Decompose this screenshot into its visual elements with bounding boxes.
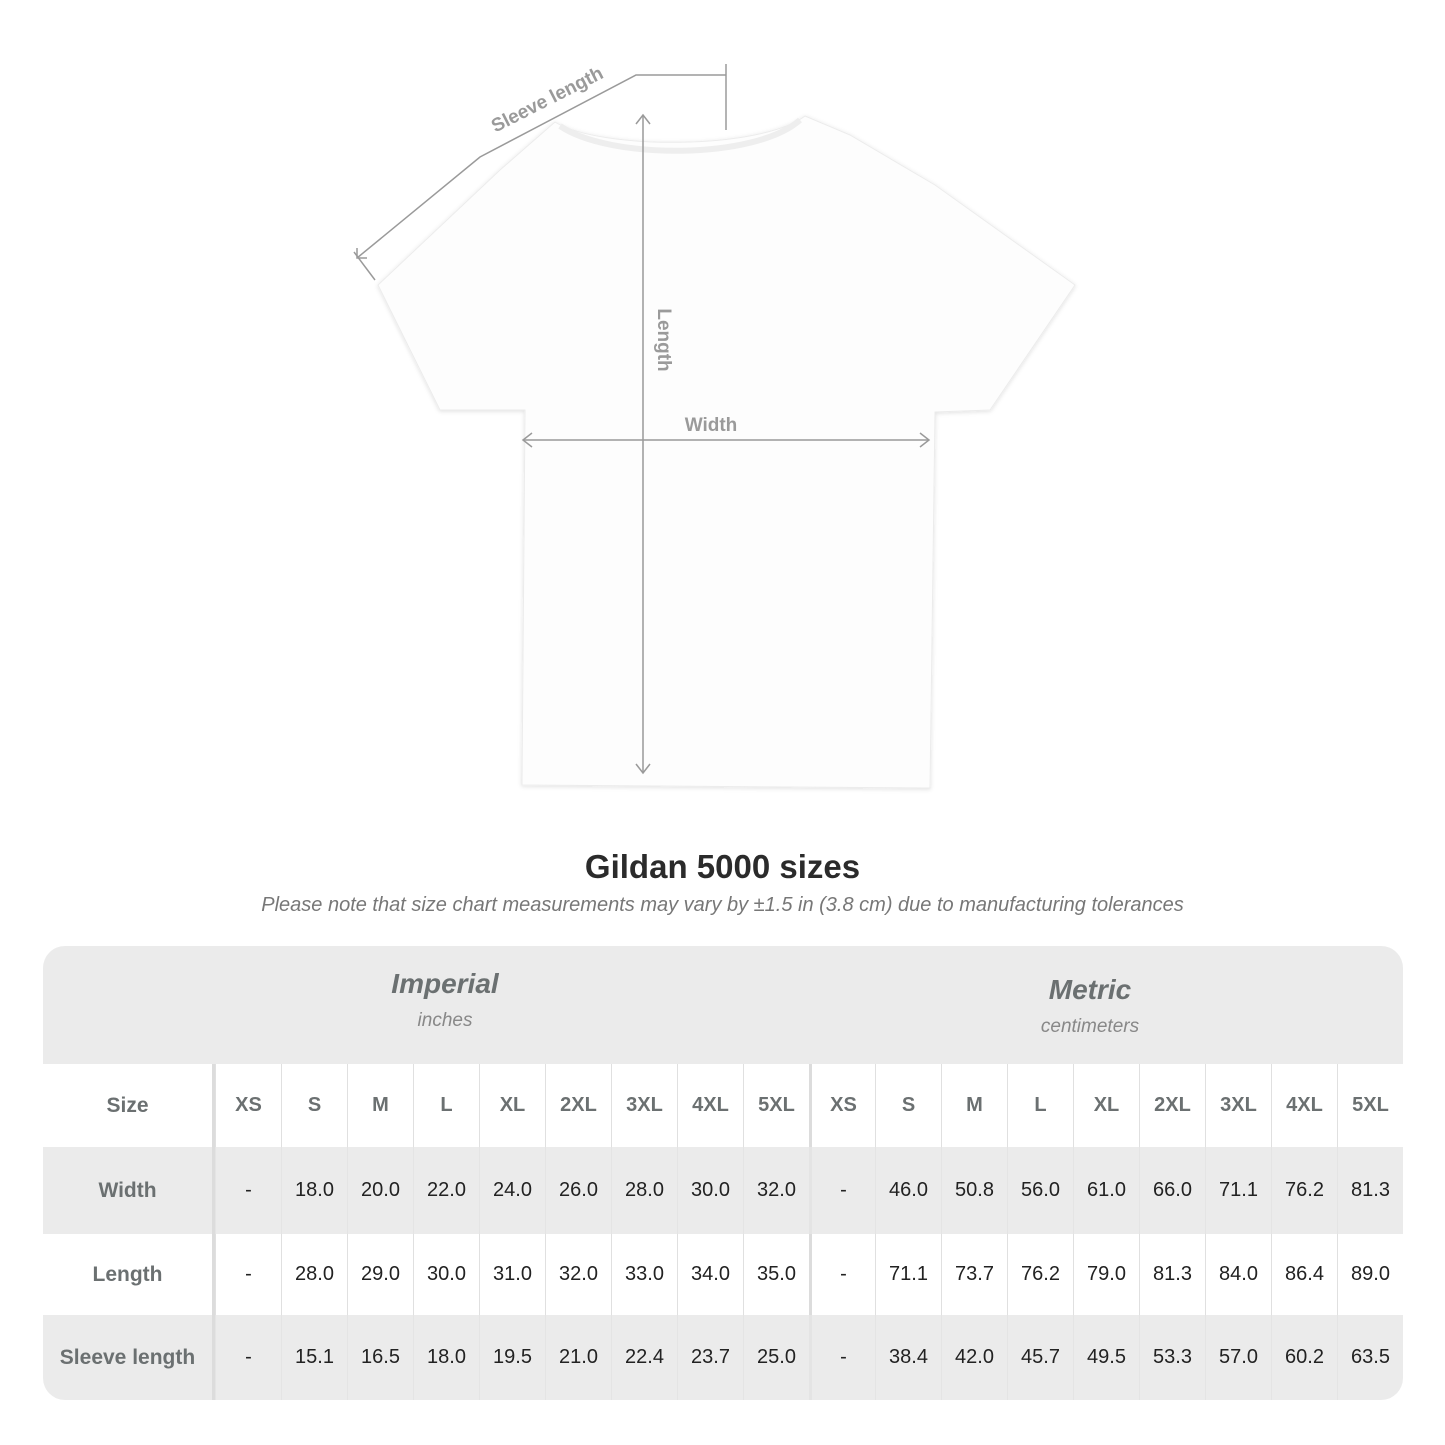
- metric-size-m: M: [941, 1064, 1007, 1147]
- metric-value: 71.1: [875, 1234, 941, 1315]
- size-header-row: Size XS S M L XL 2XL 3XL 4XL 5XL XS S M L XL 2XL 3XL 4XL 5…: [43, 1064, 1403, 1147]
- tolerance-note: Please note that size chart measurements…: [261, 894, 1184, 916]
- metric-value: 81.3: [1139, 1234, 1205, 1315]
- imperial-size-2xl: 2XL: [545, 1064, 611, 1147]
- imperial-value: 30.0: [413, 1234, 479, 1315]
- metric-value: 71.1: [1205, 1147, 1271, 1234]
- imperial-value: 35.0: [743, 1234, 809, 1315]
- metric-size-2xl: 2XL: [1139, 1064, 1205, 1147]
- imperial-value: 33.0: [611, 1234, 677, 1315]
- metric-size-l: L: [1007, 1064, 1073, 1147]
- metric-value: -: [809, 1315, 875, 1400]
- metric-value: 46.0: [875, 1147, 941, 1234]
- collar: [558, 117, 802, 154]
- metric-size-s: S: [875, 1064, 941, 1147]
- metric-value: 76.2: [1271, 1147, 1337, 1234]
- imperial-size-l: L: [413, 1064, 479, 1147]
- metric-value: 50.8: [941, 1147, 1007, 1234]
- imperial-value: 26.0: [545, 1147, 611, 1234]
- table-row: Length -28.0 29.0 30.0 31.0 32.0 33.0 34.0 35.0-…: [43, 1234, 1403, 1315]
- metric-size-4xl: 4XL: [1271, 1064, 1337, 1147]
- metric-value: -: [809, 1147, 875, 1234]
- imperial-value: 23.7: [677, 1315, 743, 1400]
- table-row: Sleeve length -15.1 16.5 18.0 19.5 21.0 22.4 23…: [43, 1315, 1403, 1400]
- metric-value: 79.0: [1073, 1234, 1139, 1315]
- metric-value: 57.0: [1205, 1315, 1271, 1400]
- size-table: Imperial inches Metric centimeters Size X…: [43, 946, 1403, 1400]
- metric-value: 38.4: [875, 1315, 941, 1400]
- imperial-size-s: S: [281, 1064, 347, 1147]
- table-row: Width -18.0 20.0 22.0 24.0 26.0 28.0 30.0 32.0-4…: [43, 1147, 1403, 1234]
- imperial-value: 16.5: [347, 1315, 413, 1400]
- imperial-value: 20.0: [347, 1147, 413, 1234]
- imperial-value: 15.1: [281, 1315, 347, 1400]
- metric-value: 45.7: [1007, 1315, 1073, 1400]
- metric-value: 60.2: [1271, 1315, 1337, 1400]
- metric-value: -: [809, 1234, 875, 1315]
- metric-header: Metric centimeters: [1040, 974, 1140, 1037]
- metric-value: 49.5: [1073, 1315, 1139, 1400]
- size-label: Size: [43, 1064, 215, 1147]
- imperial-header: Imperial inches: [391, 968, 499, 1031]
- metric-value: 66.0: [1139, 1147, 1205, 1234]
- length-label: Length: [653, 308, 674, 371]
- imperial-value: 21.0: [545, 1315, 611, 1400]
- metric-value: 89.0: [1337, 1234, 1403, 1315]
- metric-value: 53.3: [1139, 1315, 1205, 1400]
- metric-value: 61.0: [1073, 1147, 1139, 1234]
- imperial-value: -: [215, 1315, 281, 1400]
- metric-size-3xl: 3XL: [1205, 1064, 1271, 1147]
- row-label: Sleeve length: [43, 1315, 215, 1400]
- metric-size-xl: XL: [1073, 1064, 1139, 1147]
- imperial-size-3xl: 3XL: [611, 1064, 677, 1147]
- imperial-value: 34.0: [677, 1234, 743, 1315]
- table-header: Imperial inches Metric centimeters: [43, 946, 1403, 1064]
- metric-value: 84.0: [1205, 1234, 1271, 1315]
- imperial-value: 22.4: [611, 1315, 677, 1400]
- imperial-value: 30.0: [677, 1147, 743, 1234]
- imperial-value: 22.0: [413, 1147, 479, 1234]
- imperial-value: 18.0: [413, 1315, 479, 1400]
- imperial-value: 25.0: [743, 1315, 809, 1400]
- metric-value: 86.4: [1271, 1234, 1337, 1315]
- imperial-value: 28.0: [281, 1234, 347, 1315]
- imperial-value: 31.0: [479, 1234, 545, 1315]
- imperial-value: 18.0: [281, 1147, 347, 1234]
- imperial-value: 29.0: [347, 1234, 413, 1315]
- sleeve-measure-line: [356, 74, 726, 259]
- width-label: Width: [685, 415, 738, 436]
- page-title: Gildan 5000 sizes: [584, 848, 861, 885]
- imperial-size-4xl: 4XL: [677, 1064, 743, 1147]
- metric-size-xs: XS: [809, 1064, 875, 1147]
- tshirt-shape: [377, 115, 1076, 789]
- imperial-value: 24.0: [479, 1147, 545, 1234]
- metric-value: 81.3: [1337, 1147, 1403, 1234]
- metric-value: 42.0: [941, 1315, 1007, 1400]
- imperial-value: 32.0: [545, 1234, 611, 1315]
- metric-value: 76.2: [1007, 1234, 1073, 1315]
- metric-size-5xl: 5XL: [1337, 1064, 1403, 1147]
- metric-value: 73.7: [941, 1234, 1007, 1315]
- tshirt-diagram: Sleeve length Length Width: [353, 63, 1076, 789]
- metric-value: 63.5: [1337, 1315, 1403, 1400]
- imperial-size-xl: XL: [479, 1064, 545, 1147]
- row-label: Width: [43, 1147, 215, 1234]
- imperial-value: 28.0: [611, 1147, 677, 1234]
- imperial-value: -: [215, 1147, 281, 1234]
- imperial-size-5xl: 5XL: [743, 1064, 809, 1147]
- imperial-size-xs: XS: [215, 1064, 281, 1147]
- imperial-value: -: [215, 1234, 281, 1315]
- metric-value: 56.0: [1007, 1147, 1073, 1234]
- imperial-value: 32.0: [743, 1147, 809, 1234]
- row-label: Length: [43, 1234, 215, 1315]
- imperial-size-m: M: [347, 1064, 413, 1147]
- imperial-value: 19.5: [479, 1315, 545, 1400]
